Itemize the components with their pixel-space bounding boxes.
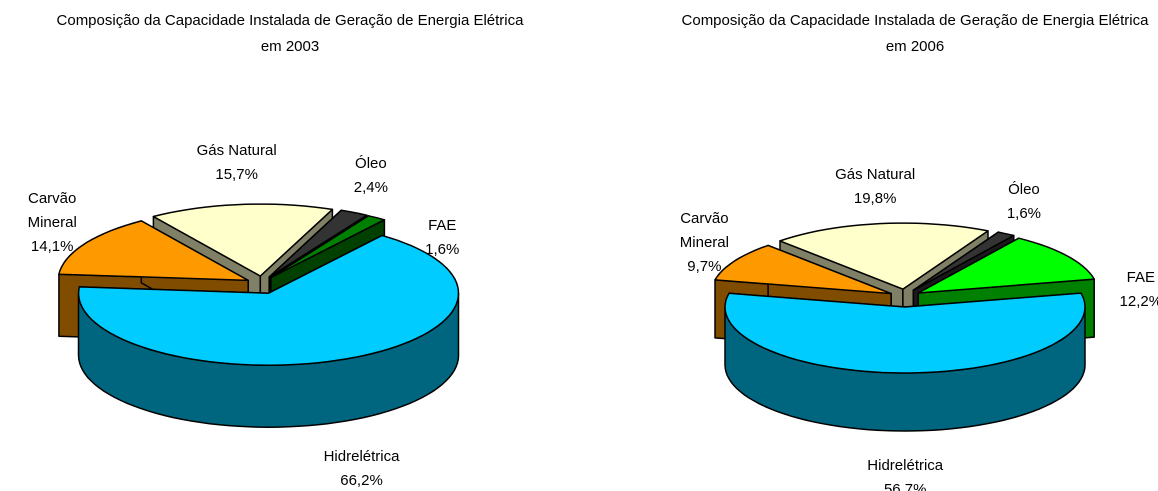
slice-label: Óleo 2,4% xyxy=(325,152,417,200)
slice-top xyxy=(152,203,334,277)
slice-name: Gás Natural xyxy=(196,142,277,160)
pie-slice xyxy=(724,292,1086,432)
slice-label: Gás Natural 15,7% xyxy=(191,139,283,187)
slice-value: 15,7% xyxy=(215,166,258,184)
slice-value: 2,4% xyxy=(353,178,388,196)
slice-value: 1,6% xyxy=(1006,204,1042,222)
chart-title: Composição da Capacidade Instalada de Ge… xyxy=(56,12,524,55)
slice-value: 56,7% xyxy=(883,481,927,491)
slice-top xyxy=(268,209,368,278)
slice-name: Hidrelétrica xyxy=(867,457,944,475)
slice-name: FAE xyxy=(1126,269,1155,287)
slice-label: Carvão Mineral 14,1% xyxy=(6,187,98,259)
slice-label: Hidrelétrica 56,7% xyxy=(859,454,951,491)
slice-top xyxy=(270,215,386,279)
slice-name: Óleo xyxy=(1008,180,1040,198)
slice-name: Óleo xyxy=(355,154,387,172)
slice-label: Óleo 1,6% xyxy=(978,178,1070,226)
slice-value: 1,6% xyxy=(425,241,460,259)
slice-name: Carvão Mineral xyxy=(27,190,77,232)
pie-slice xyxy=(77,234,460,428)
slice-value: 12,2% xyxy=(1119,293,1158,311)
slice-name: Hidrelétrica xyxy=(323,447,400,465)
slice-name: FAE xyxy=(428,217,457,235)
slice-name: Carvão Mineral xyxy=(679,209,729,251)
slice-value: 66,2% xyxy=(340,471,383,489)
slice-label: Gás Natural 19,8% xyxy=(829,163,921,211)
slice-value: 19,8% xyxy=(853,189,897,207)
slice-value: 9,7% xyxy=(687,257,722,275)
slice-top xyxy=(917,237,1095,294)
slice-top xyxy=(779,222,989,290)
slice-label: FAE 1,6% xyxy=(396,214,488,262)
slice-name: Gás Natural xyxy=(835,165,916,183)
slice-top xyxy=(724,292,1086,374)
slice-label: Carvão Mineral 9,7% xyxy=(658,207,750,279)
slice-value: 14,1% xyxy=(30,238,74,256)
slice-label: Hidrelétrica 66,2% xyxy=(316,445,408,491)
slice-label: FAE 12,2% xyxy=(1095,266,1158,314)
slice-top xyxy=(714,244,892,295)
slice-top xyxy=(58,220,249,282)
slice-top xyxy=(912,231,1015,292)
chart-title: Composição da Capacidade Instalada de Ge… xyxy=(681,12,1149,55)
slice-top xyxy=(77,234,460,366)
